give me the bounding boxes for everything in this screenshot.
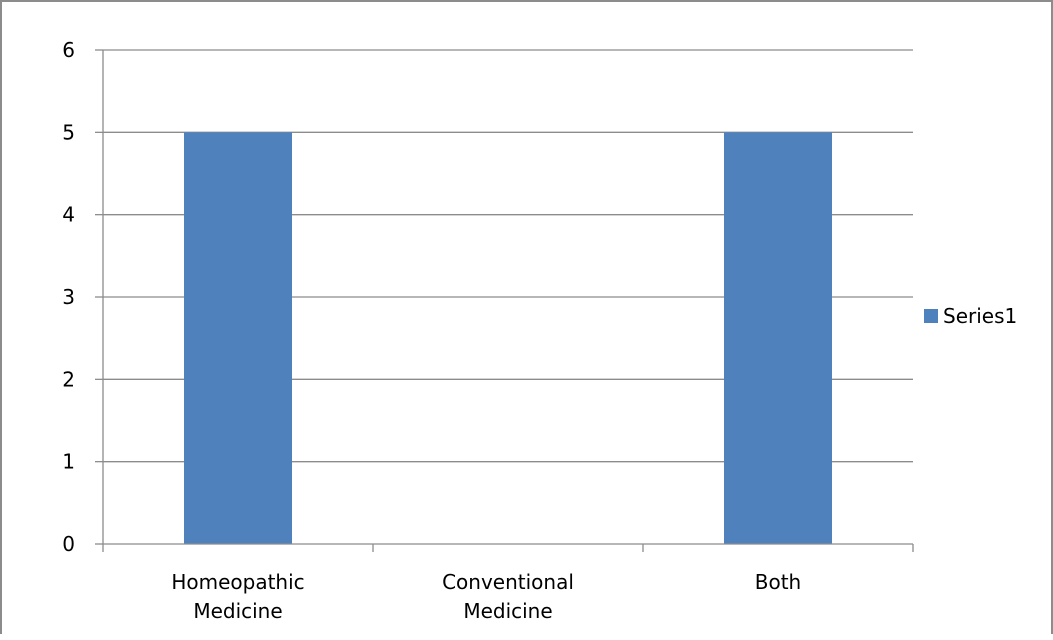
bar (724, 132, 832, 545)
legend: Series1 (924, 304, 1017, 328)
y-tick-label: 2 (62, 367, 75, 391)
x-category-label: Homeopathic Medicine (171, 570, 304, 623)
y-tick-label: 4 (62, 203, 75, 227)
x-category-label: Both (755, 570, 801, 594)
y-tick-label: 3 (62, 285, 75, 309)
legend-label: Series1 (943, 304, 1017, 328)
y-tick-label: 0 (62, 532, 75, 556)
y-tick-label: 6 (62, 38, 75, 62)
bars (184, 132, 832, 545)
axis-labels: 0 1 2 3 4 5 6 Homeopathic Medicine Conventional Me… (62, 38, 801, 623)
y-tick-label: 5 (62, 120, 75, 144)
x-category-label: Conventional Medicine (442, 570, 574, 623)
bar (184, 132, 292, 545)
axes (95, 49, 914, 552)
legend-swatch (924, 309, 938, 323)
y-tick-label: 1 (62, 450, 75, 474)
